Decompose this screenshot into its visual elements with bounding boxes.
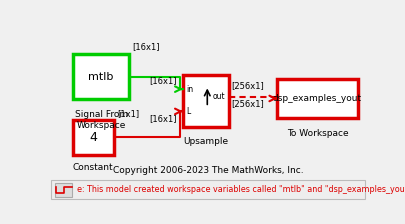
- FancyBboxPatch shape: [72, 54, 129, 99]
- Text: L: L: [186, 107, 190, 116]
- FancyBboxPatch shape: [72, 120, 113, 155]
- Text: [1x1]: [1x1]: [117, 109, 139, 118]
- Text: in: in: [186, 85, 193, 94]
- Text: [256x1]: [256x1]: [231, 99, 264, 108]
- Text: To Workspace: To Workspace: [286, 129, 347, 138]
- Text: [16x1]: [16x1]: [132, 42, 160, 51]
- Text: 4: 4: [89, 131, 97, 144]
- FancyBboxPatch shape: [54, 183, 72, 197]
- FancyBboxPatch shape: [51, 180, 364, 199]
- Text: e: This model created workspace variables called "mtlb" and "dsp_examples_yout".: e: This model created workspace variable…: [77, 185, 405, 194]
- Text: Signal From
Workspace: Signal From Workspace: [75, 110, 127, 130]
- Text: out: out: [212, 93, 225, 101]
- Text: mtlb: mtlb: [88, 72, 113, 82]
- Text: [16x1]: [16x1]: [149, 114, 176, 123]
- Text: [16x1]: [16x1]: [149, 76, 176, 85]
- FancyBboxPatch shape: [277, 79, 357, 118]
- Text: Copyright 2006-2023 The MathWorks, Inc.: Copyright 2006-2023 The MathWorks, Inc.: [113, 166, 303, 174]
- FancyBboxPatch shape: [183, 75, 228, 127]
- Text: [256x1]: [256x1]: [231, 81, 264, 90]
- Text: dsp_examples_yout: dsp_examples_yout: [272, 94, 361, 103]
- Text: Upsample: Upsample: [183, 137, 228, 146]
- Text: Constant: Constant: [73, 163, 113, 172]
